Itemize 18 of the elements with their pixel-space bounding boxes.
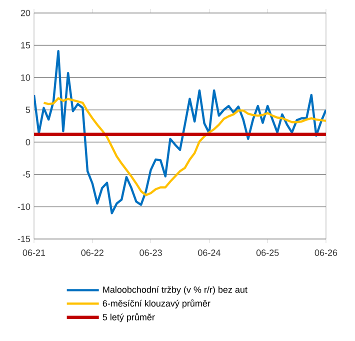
y-tick-label: -15 [18,236,30,242]
x-tick-label: 06-21 [22,250,46,256]
y-tick-label: 0 [26,138,30,146]
y-tick-label: -5 [22,171,30,178]
y-tick-label: 20 [20,10,30,16]
x-tick-label: 06-25 [256,250,279,256]
x-tick-label: 06-23 [140,250,162,256]
x-tick-label: 06-26 [314,250,338,256]
y-tick-label: 5 [26,106,30,114]
legend-label: 6-měsíční klouzavý průměr [102,299,210,308]
y-tick-label: 10 [21,74,30,81]
legend-label: Maloobchodní tržby (v % r/r) bez aut [103,286,248,295]
line-series [34,50,326,214]
x-tick-label: 06-22 [81,250,104,256]
y-tick-label: 15 [21,42,30,48]
legend-label: 5 letý průměr [102,313,155,322]
y-tick-label: -10 [18,204,30,210]
x-tick-label: 06-24 [198,250,220,256]
